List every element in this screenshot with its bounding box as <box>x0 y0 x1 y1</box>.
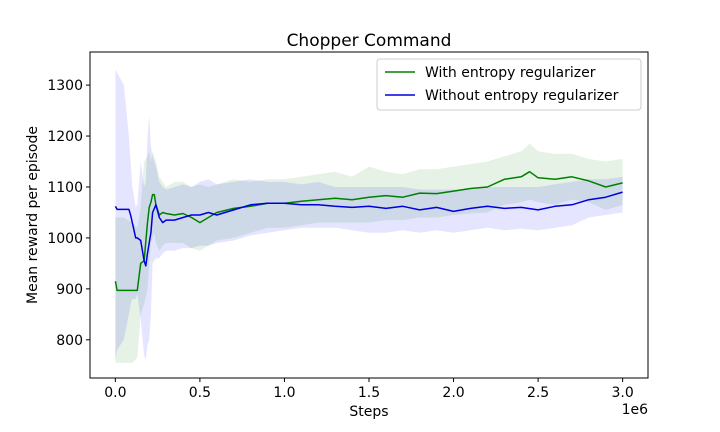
chart-title: Chopper Command <box>287 31 452 51</box>
y-axis-label: Mean reward per episode <box>25 126 41 304</box>
x-tick-label: 1.5 <box>358 385 380 401</box>
x-tick-label: 3.0 <box>612 385 634 401</box>
x-axis-ticks: 0.0 0.5 1.0 1.5 2.0 2.5 3.0 <box>104 378 634 401</box>
y-tick-label: 1000 <box>47 231 83 247</box>
series-lines <box>114 170 623 292</box>
y-tick-label: 1300 <box>47 78 83 94</box>
x-tick-label: 0.5 <box>189 385 211 401</box>
x-tick-label: 2.0 <box>442 385 464 401</box>
legend-label-without-entropy: Without entropy regularizer <box>425 88 619 104</box>
legend-label-with-entropy: With entropy regularizer <box>425 65 596 81</box>
x-tick-label: 2.5 <box>527 385 549 401</box>
confidence-band-with-entropy <box>115 143 623 363</box>
x-axis-label: Steps <box>349 404 388 420</box>
x-tick-label: 1.0 <box>273 385 295 401</box>
y-tick-label: 900 <box>56 282 83 298</box>
legend-box <box>376 58 642 111</box>
confidence-band-without-entropy <box>115 69 623 361</box>
x-axis-offset-label: 1e6 <box>622 402 649 418</box>
series-line-without-entropy <box>114 191 623 267</box>
x-tick-label: 0.0 <box>104 385 126 401</box>
y-axis-ticks: 800 900 1000 1100 1200 1300 <box>47 78 90 349</box>
y-tick-label: 1200 <box>47 129 83 145</box>
y-tick-label: 1100 <box>47 180 83 196</box>
confidence-bands <box>115 69 623 363</box>
legend: With entropy regularizer Without entropy… <box>376 58 642 111</box>
y-tick-label: 800 <box>56 333 83 349</box>
series-line-with-entropy <box>114 170 623 292</box>
